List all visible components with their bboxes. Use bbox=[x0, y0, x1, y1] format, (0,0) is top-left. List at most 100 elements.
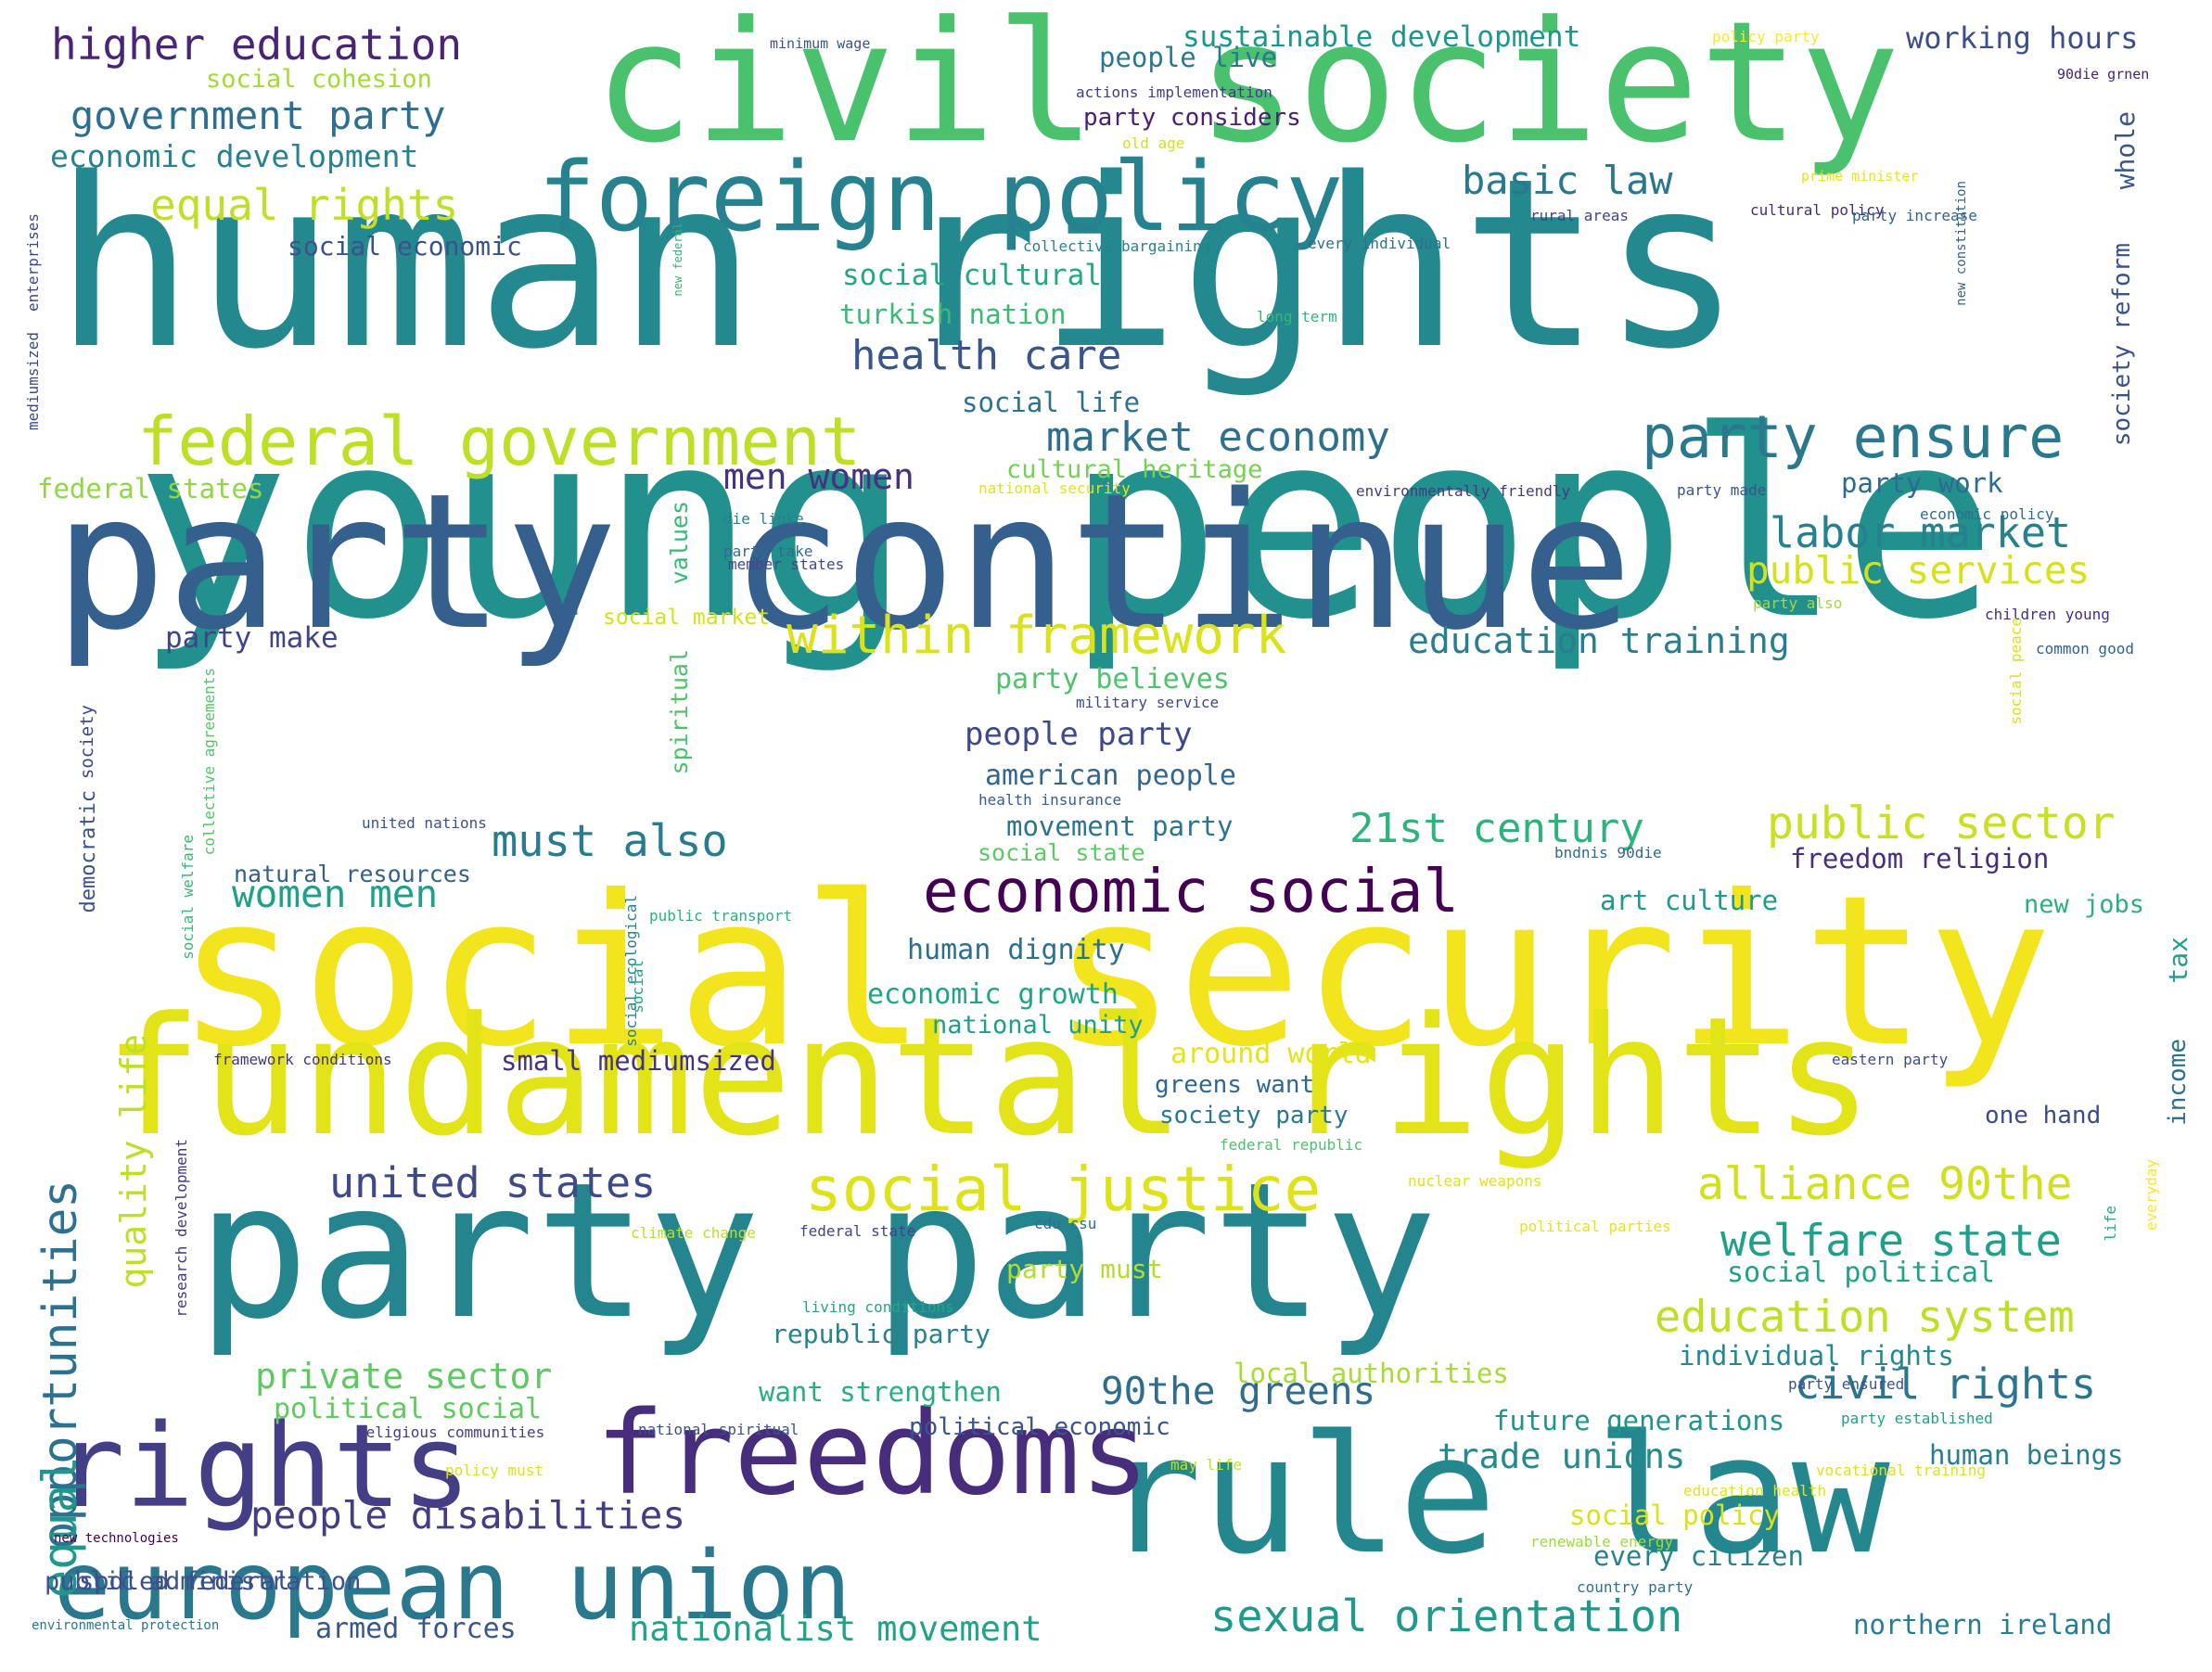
cloud-word: new constitution bbox=[1954, 181, 1969, 306]
cloud-word: within framework bbox=[786, 606, 1287, 666]
cloud-word: environmentally friendly bbox=[1356, 482, 1571, 500]
cloud-word: national spiritual bbox=[638, 1421, 799, 1438]
cloud-word: party made bbox=[1677, 481, 1767, 499]
cloud-word: turkish nation bbox=[839, 299, 1067, 330]
cloud-word: life bbox=[2102, 1206, 2119, 1242]
cloud-word: want strengthen bbox=[759, 1376, 1002, 1408]
cloud-word: northern ireland bbox=[1853, 1609, 2113, 1640]
cloud-word: social state bbox=[978, 839, 1145, 866]
cloud-word: private sector bbox=[255, 1356, 553, 1397]
cloud-word: party increase bbox=[1852, 207, 1977, 224]
cloud-word: movement party bbox=[1006, 810, 1234, 842]
cloud-word: country party bbox=[1577, 1578, 1694, 1596]
cloud-word: may life bbox=[1170, 1456, 1243, 1474]
cloud-word: federal states bbox=[37, 473, 264, 504]
cloud-word: vocational training bbox=[1816, 1461, 1987, 1479]
cloud-word: nationalist movement bbox=[629, 1609, 1042, 1649]
cloud-word: political economic bbox=[909, 1413, 1170, 1441]
cloud-word: party make bbox=[165, 621, 339, 655]
cloud-word: public services bbox=[1746, 548, 2091, 593]
cloud-word: political parties bbox=[1519, 1218, 1671, 1235]
cloud-word: trade unions bbox=[1438, 1436, 1686, 1476]
cloud-word: federal republic bbox=[1220, 1136, 1363, 1154]
cloud-word: young people bbox=[134, 376, 1998, 676]
cloud-word: prime minister bbox=[1801, 168, 1919, 185]
cloud-word: social welfare bbox=[179, 835, 197, 960]
cloud-word: small mediumsized bbox=[501, 1045, 776, 1077]
cloud-word: foreign policy bbox=[538, 142, 1344, 253]
cloud-word: party established bbox=[1841, 1410, 1993, 1427]
cloud-word: rural areas bbox=[1530, 207, 1629, 224]
cloud-word: national security bbox=[978, 479, 1131, 497]
cloud-word: alliance 90the bbox=[1697, 1158, 2073, 1210]
cloud-word: policy must bbox=[445, 1461, 543, 1479]
cloud-word: people disabilities bbox=[250, 1493, 685, 1538]
cloud-word: economic development bbox=[50, 138, 419, 174]
cloud-word: education system bbox=[1655, 1292, 2075, 1343]
cloud-word: economic social bbox=[923, 858, 1459, 926]
cloud-word: must also bbox=[492, 816, 728, 867]
cloud-word: republic party bbox=[772, 1319, 991, 1349]
cloud-word: basic law bbox=[1462, 158, 1673, 203]
cloud-word: party ensured bbox=[1788, 1375, 1905, 1393]
cloud-word: federal government bbox=[137, 402, 862, 480]
cloud-word: public sector bbox=[1767, 798, 2116, 849]
cloud-word: cdu csu bbox=[1034, 1215, 1097, 1232]
cloud-word: social peace bbox=[2007, 618, 2025, 725]
cloud-word: social political bbox=[1727, 1257, 1995, 1289]
cloud-word: bndnis 90die bbox=[1554, 844, 1662, 862]
cloud-word: economic growth bbox=[867, 978, 1119, 1011]
cloud-word: policy party bbox=[1712, 28, 1820, 45]
cloud-word: european union bbox=[54, 1531, 851, 1641]
cloud-word: quality life bbox=[113, 1034, 154, 1289]
cloud-word: 90die grnen bbox=[2057, 66, 2150, 83]
cloud-word: rule law bbox=[1104, 1400, 1890, 1590]
cloud-word: society reform bbox=[2108, 243, 2136, 447]
cloud-word: social economic bbox=[288, 231, 522, 262]
cloud-word: economic policy bbox=[1920, 505, 2054, 523]
cloud-word: framework conditions bbox=[213, 1051, 392, 1068]
cloud-word: men women bbox=[723, 456, 914, 497]
cloud-word: spdled federal bbox=[79, 1567, 290, 1596]
cloud-word: armed forces bbox=[315, 1613, 517, 1645]
cloud-word: environmental protection bbox=[32, 1618, 220, 1633]
cloud-word: freedoms bbox=[595, 1387, 1150, 1521]
cloud-word: social bbox=[629, 960, 646, 1014]
cloud-word: living conditions bbox=[802, 1298, 954, 1316]
cloud-word: values bbox=[666, 501, 693, 585]
cloud-word: united states bbox=[329, 1158, 657, 1207]
cloud-word: people party bbox=[965, 716, 1193, 753]
cloud-word: federal state bbox=[799, 1222, 916, 1240]
cloud-word: party ensure bbox=[1642, 403, 2065, 471]
cloud-word: market economy bbox=[1046, 414, 1390, 461]
cloud-word: social cultural bbox=[842, 259, 1102, 292]
cloud-word: die linke bbox=[723, 510, 804, 528]
cloud-word: whole bbox=[2110, 111, 2141, 190]
cloud-word: mediumsized bbox=[24, 332, 42, 430]
cloud-word: higher education bbox=[51, 19, 463, 70]
cloud-word: collective agreements bbox=[200, 668, 218, 856]
cloud-word: military service bbox=[1076, 694, 1220, 711]
cloud-word: individual rights bbox=[1679, 1340, 1954, 1372]
cloud-word: art culture bbox=[1600, 885, 1779, 916]
cloud-word: renewable energy bbox=[1530, 1533, 1674, 1551]
cloud-word: public administration bbox=[45, 1567, 362, 1596]
cloud-word: society bbox=[77, 705, 97, 780]
cloud-word: education health bbox=[1683, 1482, 1827, 1500]
cloud-word: welfare state bbox=[1720, 1216, 2062, 1267]
cloud-word: civil society bbox=[594, 0, 1900, 180]
cloud-word: health insurance bbox=[978, 791, 1122, 809]
cloud-word: human rights bbox=[54, 129, 1743, 401]
cloud-word: american people bbox=[985, 759, 1236, 792]
cloud-word: social cohesion bbox=[206, 65, 432, 94]
cloud-word: new federal bbox=[671, 223, 684, 297]
cloud-word: common good bbox=[2036, 640, 2134, 657]
cloud-word: rights bbox=[56, 1400, 471, 1534]
cloud-word: party also bbox=[1753, 594, 1843, 612]
cloud-word: public transport bbox=[649, 907, 793, 925]
cloud-word: every individual bbox=[1308, 235, 1451, 252]
cloud-word: people live bbox=[1099, 42, 1278, 73]
cloud-word: equal rights bbox=[150, 180, 459, 230]
cloud-word: actions implementation bbox=[1076, 83, 1272, 101]
